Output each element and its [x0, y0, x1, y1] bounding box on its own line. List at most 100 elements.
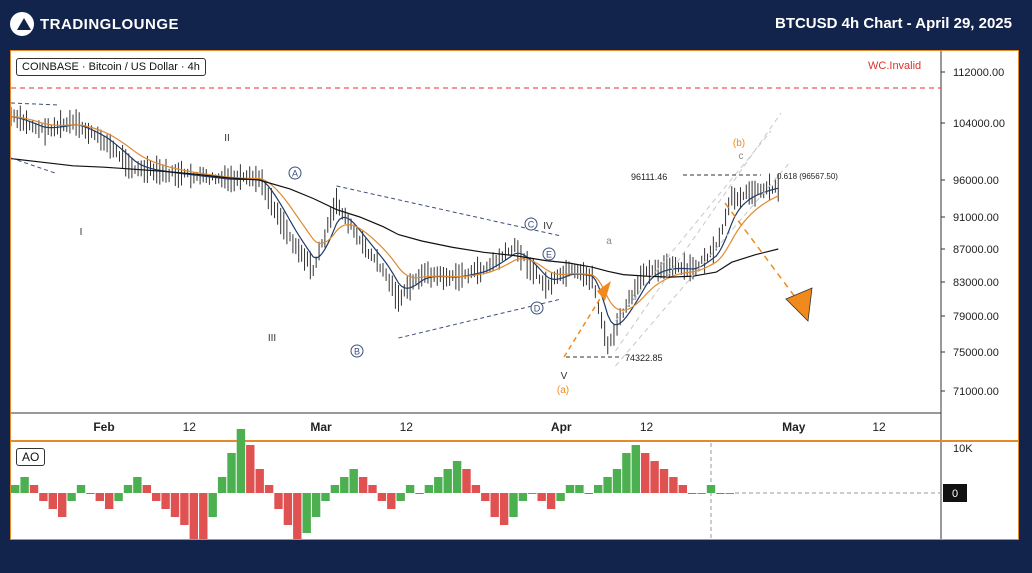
x-tick-label: 12 [640, 420, 654, 434]
y-tick-label: 71000.00 [953, 386, 999, 398]
ao-bar [499, 493, 509, 525]
channel-upper [615, 112, 782, 352]
ao-bar [274, 493, 283, 509]
wave-label: (a) [557, 385, 569, 396]
ao-bar [556, 493, 565, 501]
ao-bar [509, 493, 518, 517]
ao-bar [123, 485, 133, 493]
ao-bar [283, 493, 293, 525]
wave-circle [530, 301, 544, 315]
ao-bar [716, 493, 725, 494]
x-tick-label: 12 [183, 420, 197, 434]
chart-svg[interactable]: 112000.00 104000.00 96000.00 91000.00 87000.… [11, 51, 1018, 539]
ao-bar [321, 493, 330, 501]
ao-bar [189, 493, 198, 539]
ao-bar [594, 485, 603, 493]
wave-circle [524, 217, 538, 231]
ao-bar [434, 477, 443, 493]
trend-bottom-left [11, 157, 56, 174]
wave-circle-label: D [534, 304, 541, 314]
ao-bar [29, 485, 39, 493]
symbol-legend[interactable]: COINBASE · Bitcoin / US Dollar · 4h [16, 58, 206, 76]
ao-bar [725, 493, 734, 494]
ao-bar [537, 493, 546, 501]
ao-bar [387, 493, 396, 509]
brand-logo: TradingLounge [10, 12, 179, 36]
ao-bar [293, 493, 302, 539]
wave-label: I [80, 227, 83, 238]
ao-bar [669, 477, 678, 493]
ao-bar [236, 429, 246, 493]
ao-zero-badge [943, 484, 967, 502]
invalid-label: WC.Invalid [868, 60, 922, 72]
ao-bar [490, 493, 499, 517]
ao-bar [86, 493, 95, 494]
ao-bar [302, 493, 311, 533]
wave-circle [542, 247, 556, 261]
chart-panel: 112000.00 104000.00 96000.00 91000.00 87000.… [10, 50, 1019, 540]
trend-upper [336, 185, 562, 237]
ao-legend[interactable]: AO [16, 448, 46, 466]
ao-bar [631, 445, 640, 493]
ao-bar [358, 477, 368, 493]
ao-bar [264, 485, 274, 493]
x-tick-label: 12 [400, 420, 414, 434]
ao-bar [706, 485, 716, 493]
logo-icon [10, 12, 34, 36]
x-tick-label: May [782, 420, 806, 434]
y-tick-label: 75000.00 [953, 347, 999, 359]
y-tick-label: 83000.00 [953, 277, 999, 289]
trend-top-left [11, 102, 60, 106]
ao-zero-label: 0 [952, 488, 958, 500]
x-tick-label: Mar [310, 420, 332, 434]
ao-bar [161, 493, 170, 509]
ao-bar [697, 493, 706, 494]
ao-tick-label: 10K [953, 443, 973, 455]
ao-bar [603, 477, 612, 493]
x-tick-label: Apr [551, 420, 572, 434]
ao-bar [462, 469, 471, 493]
y-tick-label: 112000.00 [953, 67, 1004, 79]
wave-label: IV [543, 221, 553, 232]
ao-bar [170, 493, 180, 517]
price-mark-96111: 96111.46 [631, 172, 667, 182]
ao-bar [67, 493, 76, 501]
ema-fast-line [11, 116, 779, 326]
ao-bar [311, 493, 321, 517]
ao-bar [443, 469, 452, 493]
ao-bar [330, 485, 340, 493]
ao-bar [481, 493, 490, 501]
wave-label: II [224, 133, 230, 144]
ao-bar [142, 485, 151, 493]
ao-bar [471, 485, 481, 493]
projection-arrowhead [785, 287, 813, 322]
y-tick-label: 87000.00 [953, 244, 999, 256]
wave-label: c [739, 151, 744, 162]
ao-bar [546, 493, 556, 509]
ao-bar [584, 493, 593, 494]
ao-bar [575, 485, 584, 493]
y-tick-label: 104000.00 [953, 118, 1005, 130]
ao-bar [180, 493, 189, 525]
wave-label: (b) [733, 138, 745, 149]
ao-bar [424, 485, 434, 493]
x-tick-label: 12 [872, 420, 886, 434]
y-tick-label: 91000.00 [953, 212, 999, 224]
ao-bar [208, 493, 217, 517]
wave-circle [350, 344, 364, 358]
y-tick-label: 79000.00 [953, 311, 999, 323]
price-mark-74322: 74322.85 [625, 353, 663, 363]
wave-label: V [561, 371, 568, 382]
ao-bar [340, 477, 349, 493]
ao-bar [227, 453, 236, 493]
top-bar: TradingLounge BTCUSD 4h Chart - April 29… [0, 0, 1032, 48]
wave-circle-label: A [292, 169, 298, 179]
ao-bar [349, 469, 358, 493]
channel-mid [615, 130, 772, 322]
ao-bar [415, 493, 424, 494]
channel-lower [615, 160, 792, 367]
ao-bar [11, 485, 20, 493]
ao-bar [48, 493, 57, 509]
fib-label: 0.618 (96567.50) [777, 172, 838, 181]
ao-bar [105, 493, 114, 509]
